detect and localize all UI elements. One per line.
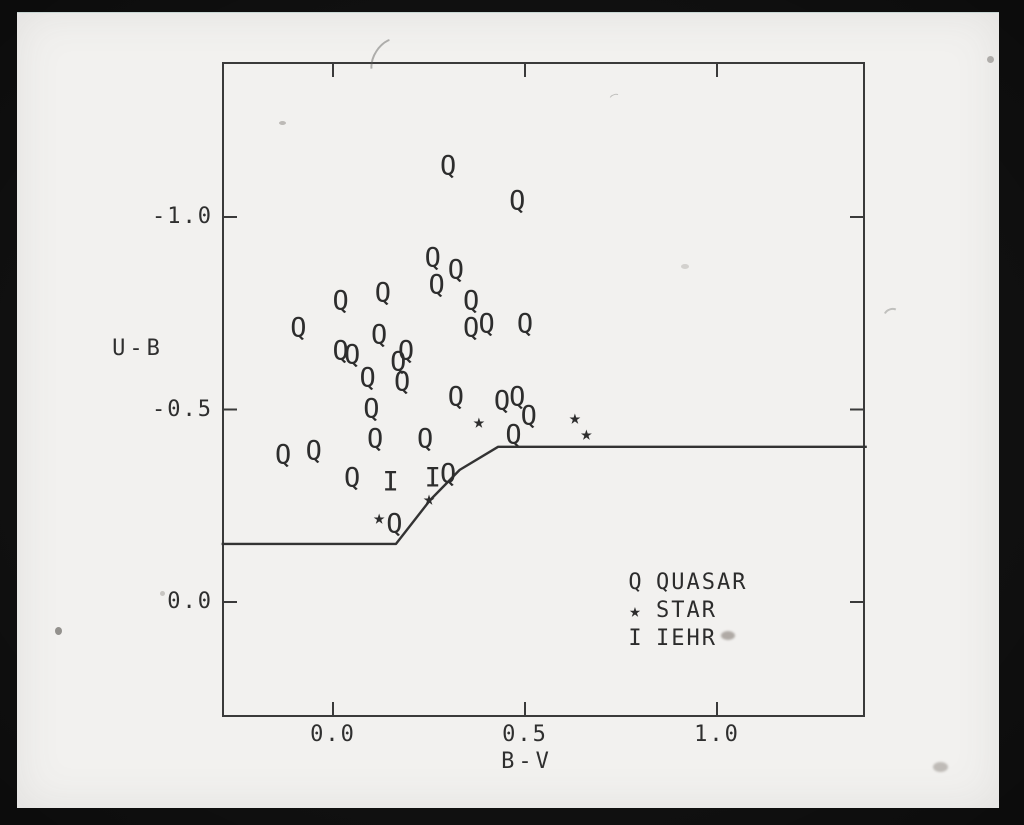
y-tick-label: -0.5 <box>152 396 213 422</box>
quasar-marker: Q <box>478 308 495 340</box>
scan-speck <box>880 305 904 327</box>
quasar-marker: Q <box>509 185 526 217</box>
quasar-marker: Q <box>332 335 349 367</box>
quasar-marker: Q <box>516 308 534 340</box>
quasar-marker: Q <box>367 423 384 455</box>
y-axis-title: U-B <box>112 336 164 361</box>
quasar-marker: Q <box>440 150 457 182</box>
scan-speck <box>55 627 62 635</box>
x-axis-title: B-V <box>501 749 553 774</box>
quasar-marker: Q <box>397 335 415 367</box>
quasar-marker: Q <box>332 285 349 317</box>
quasar-marker: Q <box>359 362 376 394</box>
scan-speck <box>933 762 948 772</box>
y-tick-label: 0.0 <box>167 589 213 614</box>
star-marker: ★ <box>422 486 436 511</box>
iehr-symbol: I <box>628 626 642 651</box>
quasar-marker: Q <box>463 285 480 317</box>
legend-label-quasar: QUASAR <box>656 570 748 595</box>
quasar-marker: Q <box>290 312 307 344</box>
legend-entry-star: ★ STAR <box>622 597 747 625</box>
legend: Q QUASAR ★ STAR I IEHR <box>622 569 747 653</box>
quasar-marker: Q <box>505 419 522 451</box>
plot-area: Q Q Q Q Q Q Q Q Q Q Q Q Q Q Q Q Q Q Q Q Q Q Q Q Q Q Q Q Q Q Q Q ★ ★ ★ ★ ★ I I <box>222 62 865 717</box>
quasar-marker: Q <box>390 346 407 378</box>
quasar-marker: Q <box>509 381 526 413</box>
star-marker: ★ <box>580 420 593 445</box>
quasar-marker: Q <box>344 339 361 371</box>
x-tick-label: 0.0 <box>310 722 356 747</box>
star-marker: ★ <box>373 505 386 530</box>
quasar-marker: Q <box>417 423 434 455</box>
legend-entry-iehr: I IEHR <box>622 625 747 653</box>
legend-label-iehr: IEHR <box>656 626 717 651</box>
quasar-marker: Q <box>374 277 392 309</box>
boundary-line <box>221 445 867 546</box>
quasar-marker: Q <box>428 269 445 301</box>
plot-frame-svg <box>221 62 867 717</box>
quasar-marker: Q <box>493 385 511 417</box>
quasar-marker: Q <box>393 366 411 398</box>
star-symbol: ★ <box>629 599 641 622</box>
scan-speck <box>160 591 165 596</box>
legend-entry-quasar: Q QUASAR <box>622 569 747 597</box>
quasar-marker: Q <box>344 462 361 494</box>
quasar-marker: Q <box>520 400 537 432</box>
legend-label-star: STAR <box>656 598 717 623</box>
quasar-marker: Q <box>386 508 403 540</box>
quasar-marker: Q <box>370 319 388 351</box>
quasar-marker: Q <box>424 242 441 274</box>
quasar-marker: Q <box>463 312 480 344</box>
scanned-photo: Q Q Q Q Q Q Q Q Q Q Q Q Q Q Q Q Q Q Q Q Q Q Q Q Q Q Q Q Q Q Q Q ★ ★ ★ ★ ★ I I … <box>17 12 999 808</box>
quasar-marker: Q <box>447 254 465 286</box>
quasar-marker: Q <box>440 458 457 490</box>
quasar-marker: Q <box>274 439 292 471</box>
x-tick-label: 0.5 <box>502 722 548 747</box>
quasar-marker: Q <box>305 435 322 467</box>
color-color-diagram: Q Q Q Q Q Q Q Q Q Q Q Q Q Q Q Q Q Q Q Q Q Q Q Q Q Q Q Q Q Q Q Q ★ ★ ★ ★ ★ I I … <box>17 12 999 808</box>
iehr-marker: I <box>382 466 399 498</box>
quasar-marker: Q <box>363 392 380 424</box>
y-tick-label: -1.0 <box>152 204 213 229</box>
iehr-marker: I <box>424 462 441 494</box>
star-marker: ★ <box>568 405 581 430</box>
quasar-marker: Q <box>447 381 465 413</box>
quasar-symbol: Q <box>628 570 642 595</box>
star-marker: ★ <box>472 409 485 434</box>
plot-border <box>222 62 865 717</box>
scan-speck <box>987 56 994 63</box>
x-tick-label: 1.0 <box>694 722 740 747</box>
